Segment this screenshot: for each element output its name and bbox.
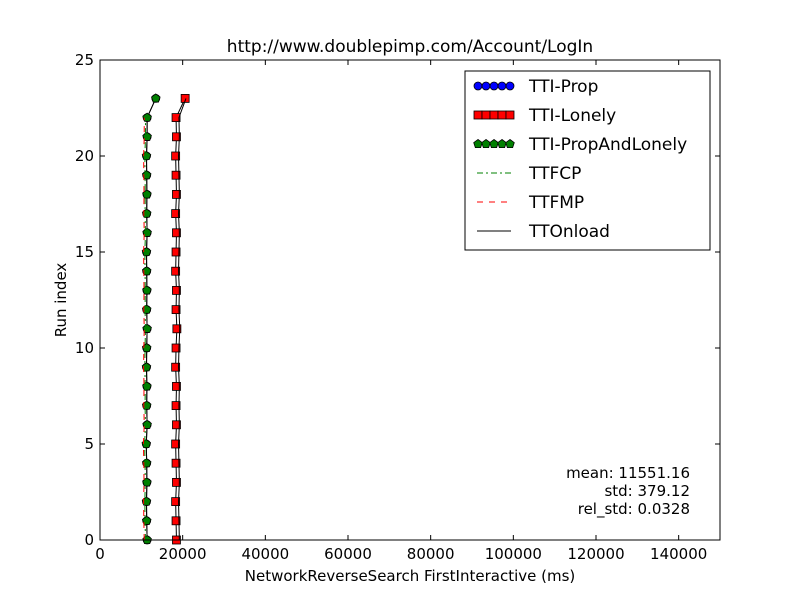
- legend-swatch-marker: [497, 110, 507, 120]
- data-point-tti-lonely: [171, 458, 181, 468]
- data-point-tti-propandlonely: [141, 362, 152, 372]
- data-point-tti-lonely: [171, 151, 181, 161]
- data-point-tti-propandlonely: [142, 189, 152, 199]
- data-point-tti-lonely: [172, 477, 181, 487]
- legend-entry: TTI-Lonely: [473, 106, 616, 126]
- data-point-tti-lonely: [172, 324, 182, 334]
- data-point-tti-propandlonely: [141, 304, 152, 314]
- data-point-tti-propandlonely: [141, 343, 152, 353]
- legend-swatch-marker: [481, 81, 491, 91]
- legend-swatch-marker: [497, 139, 507, 149]
- series-line-ttfcp: [144, 117, 146, 541]
- series-tti-lonely: [171, 94, 190, 545]
- data-point-tti-lonely: [172, 132, 181, 142]
- legend-entry: TTOnload: [477, 222, 610, 242]
- data-point-tti-lonely: [172, 381, 181, 391]
- legend-swatch-marker: [481, 139, 491, 149]
- data-point-tti-lonely: [171, 247, 181, 257]
- legend-swatch-marker: [497, 81, 507, 91]
- data-point-tti-lonely: [172, 228, 181, 238]
- x-tick-label: 40000: [241, 545, 289, 563]
- stats-std: std: 379.12: [604, 482, 690, 500]
- legend-swatch-marker: [473, 81, 483, 91]
- x-tick-label: 140000: [650, 545, 707, 563]
- legend-entry: TTFMP: [477, 193, 584, 213]
- legend-entry: TTFCP: [477, 164, 581, 184]
- legend-label: TTOnload: [528, 222, 610, 242]
- data-point-tti-lonely: [171, 266, 181, 276]
- x-tick-label: 20000: [159, 545, 207, 563]
- chart-title: http://www.doublepimp.com/Account/LogIn: [227, 37, 593, 57]
- plot-area: [141, 93, 190, 545]
- legend-label: TTFMP: [528, 193, 584, 213]
- series-ttonload: [178, 98, 187, 541]
- x-tick-label: 80000: [407, 545, 455, 563]
- legend-box: [464, 70, 711, 251]
- legend-swatch-marker: [481, 110, 491, 120]
- data-point-tti-lonely: [171, 209, 181, 219]
- legend-swatch-marker: [473, 110, 483, 120]
- legend-label: TTI-Lonely: [528, 106, 616, 126]
- data-point-tti-lonely: [171, 305, 181, 315]
- data-point-tti-propandlonely: [141, 439, 152, 449]
- legend-swatch-marker: [489, 139, 499, 149]
- data-point-tti-lonely: [171, 516, 181, 526]
- data-point-tti-propandlonely: [141, 151, 152, 161]
- x-tick-label: 0: [95, 545, 105, 563]
- stats-annotation: mean: 11551.16 std: 379.12 rel_std: 0.03…: [566, 464, 690, 519]
- data-point-tti-lonely: [180, 94, 190, 103]
- legend-swatch-marker: [505, 139, 515, 149]
- data-point-tti-lonely: [172, 285, 181, 295]
- axes: 0 20000 40000 60000 80000 100000 120000 140000 0…: [75, 51, 720, 563]
- series-ttfmp: [142, 117, 145, 541]
- series-line-ttfmp: [142, 117, 145, 541]
- data-point-tti-lonely: [172, 189, 181, 199]
- y-axis-label: Run index: [52, 263, 70, 338]
- data-point-tti-lonely: [171, 113, 181, 122]
- legend-label: TTI-Prop: [528, 77, 598, 97]
- x-tick-label: 100000: [485, 545, 542, 563]
- stats-rel-std: rel_std: 0.0328: [578, 500, 690, 519]
- y-tick-label: 25: [75, 51, 94, 69]
- legend-entry: TTI-PropAndLonely: [473, 135, 687, 155]
- plot-frame: [99, 59, 721, 541]
- data-point-tti-lonely: [172, 420, 181, 430]
- data-point-tti-lonely: [171, 439, 181, 449]
- data-point-tti-lonely: [171, 170, 181, 180]
- legend: TTI-Prop TTI-Lonely TTI-PropAndLonely TTFCP…: [464, 70, 711, 251]
- data-point-tti-propandlonely: [141, 496, 152, 506]
- data-point-tti-lonely: [171, 401, 181, 411]
- series-ttfcp: [144, 117, 146, 541]
- legend-label: TTFCP: [528, 164, 581, 184]
- series-line-ttonload: [178, 98, 187, 541]
- x-tick-label: 60000: [324, 545, 372, 563]
- legend-swatch-marker: [505, 110, 515, 120]
- y-tick-label: 0: [84, 531, 94, 549]
- y-tick-label: 5: [84, 435, 94, 453]
- legend-entry: TTI-Prop: [473, 77, 598, 97]
- y-tick-label: 15: [75, 243, 94, 261]
- data-point-tti-propandlonely: [141, 515, 152, 525]
- y-tick-label: 10: [75, 339, 94, 357]
- legend-swatch-marker: [505, 81, 515, 91]
- stats-mean: mean: 11551.16: [566, 464, 690, 482]
- legend-swatch-marker: [489, 81, 499, 91]
- legend-swatch-marker: [489, 110, 499, 120]
- data-point-tti-propandlonely: [141, 400, 152, 410]
- data-point-tti-propandlonely: [151, 93, 161, 103]
- data-point-tti-propandlonely: [141, 247, 152, 257]
- y-tick-label: 20: [75, 147, 94, 165]
- data-point-tti-lonely: [171, 497, 181, 507]
- x-tick-label: 120000: [567, 545, 624, 563]
- legend-swatch-marker: [473, 139, 483, 149]
- x-axis-label: NetworkReverseSearch FirstInteractive (m…: [245, 567, 576, 585]
- legend-label: TTI-PropAndLonely: [528, 135, 687, 155]
- data-point-tti-lonely: [171, 362, 181, 372]
- data-point-tti-lonely: [171, 343, 181, 353]
- data-point-tti-propandlonely: [141, 208, 152, 218]
